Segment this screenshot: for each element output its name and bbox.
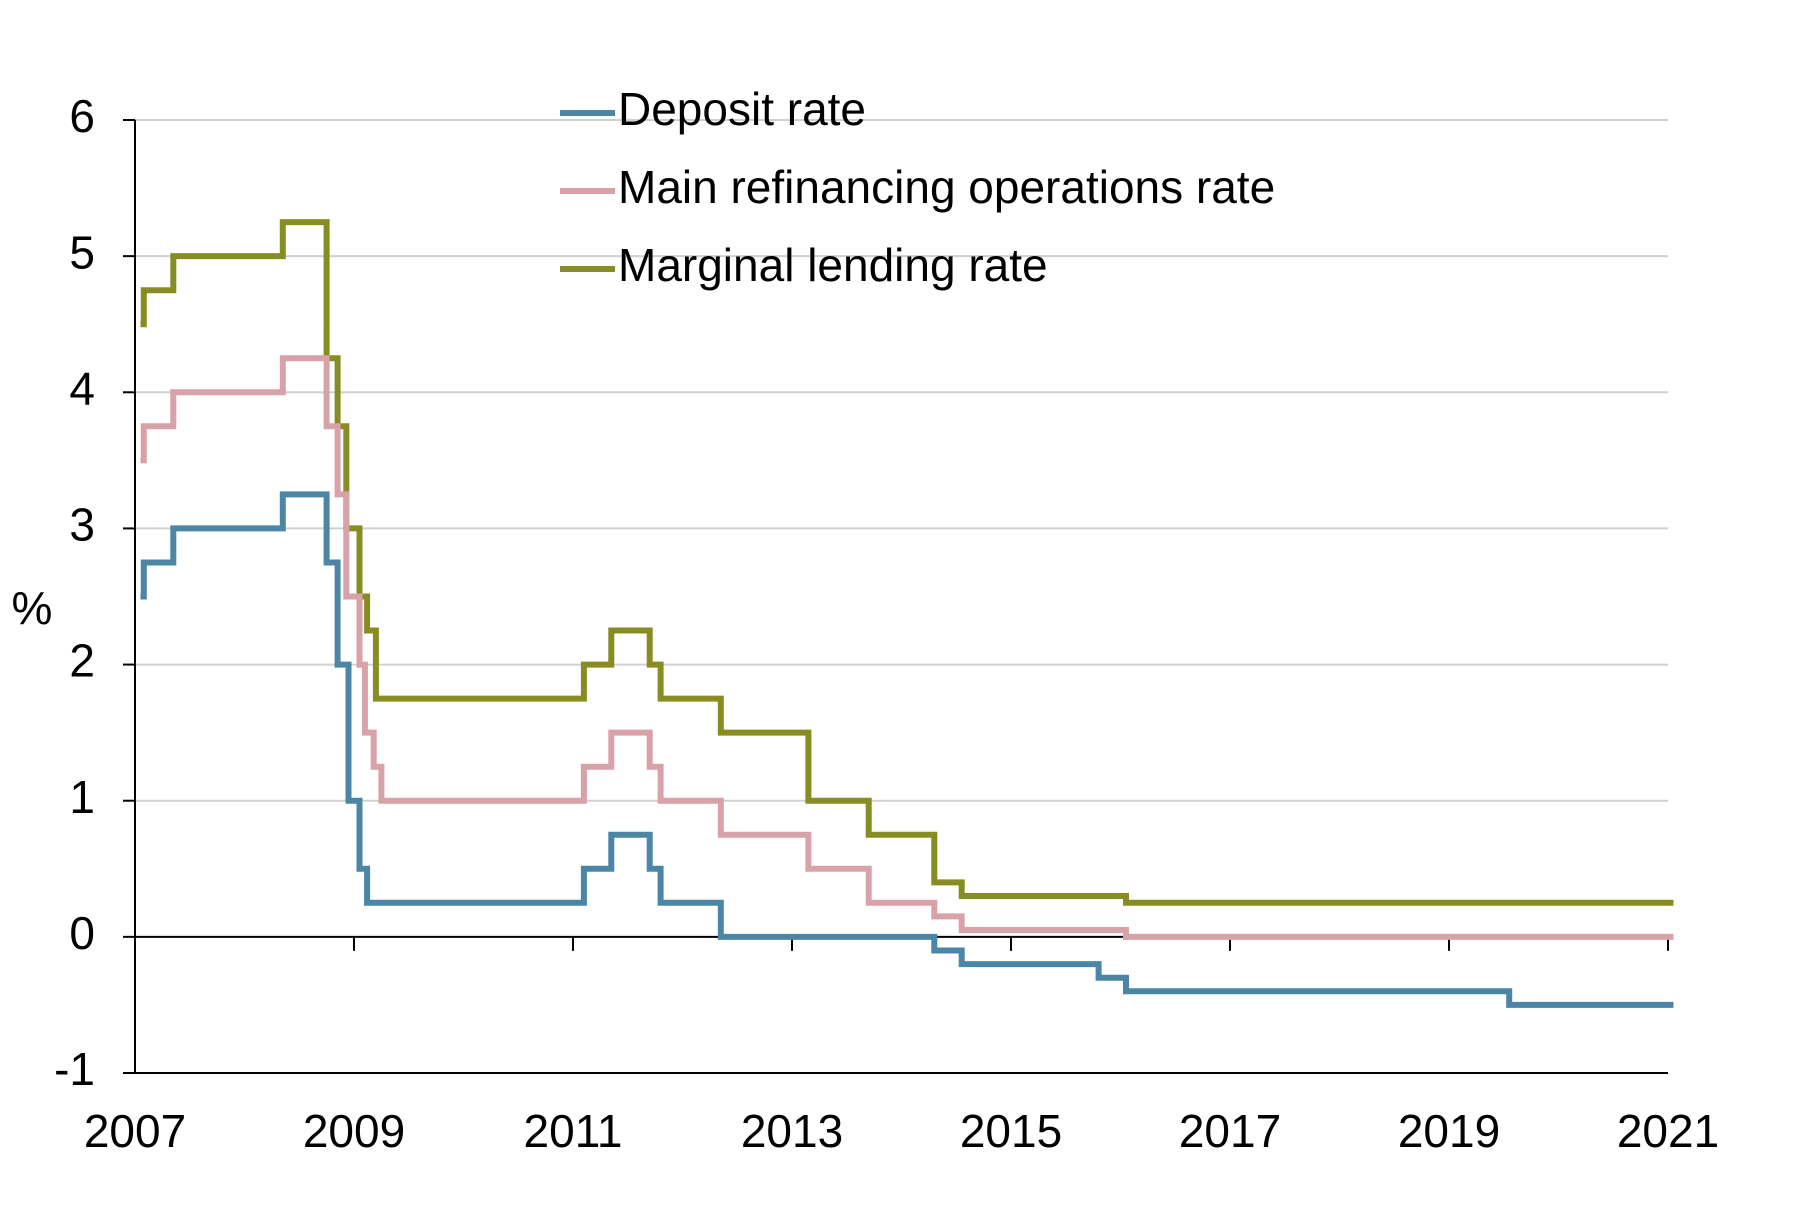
y-axis-label: % [12, 582, 53, 634]
x-tick-label: 2015 [960, 1105, 1062, 1157]
series-line-main-refinancing-operations-rate [140, 355, 1674, 940]
x-tick-label: 2007 [84, 1105, 186, 1157]
legend: Deposit rate Main refinancing operations … [560, 83, 1275, 291]
series-line-marginal-lending-rate [140, 219, 1674, 906]
y-tick-label: 6 [69, 90, 95, 142]
y-tick-label: 1 [69, 771, 95, 823]
x-tick-label: 2013 [741, 1105, 843, 1157]
y-tick-label: 2 [69, 635, 95, 687]
x-tick-label: 2009 [303, 1105, 405, 1157]
y-tick-label: -1 [54, 1043, 95, 1095]
legend-label: Marginal lending rate [618, 239, 1048, 291]
x-tick-label: 2019 [1398, 1105, 1500, 1157]
series-lines [140, 219, 1674, 1008]
y-tick-label: 4 [69, 362, 95, 414]
x-tick-label: 2021 [1617, 1105, 1719, 1157]
legend-label: Deposit rate [618, 83, 866, 135]
legend-label: Main refinancing operations rate [618, 161, 1275, 213]
y-tick-label: 3 [69, 499, 95, 551]
y-tick-label: 5 [69, 226, 95, 278]
series-line-deposit-rate [140, 491, 1674, 1008]
y-tick-label: 0 [69, 907, 95, 959]
x-tick-label: 2017 [1179, 1105, 1281, 1157]
x-tick-label: 2011 [524, 1105, 623, 1157]
